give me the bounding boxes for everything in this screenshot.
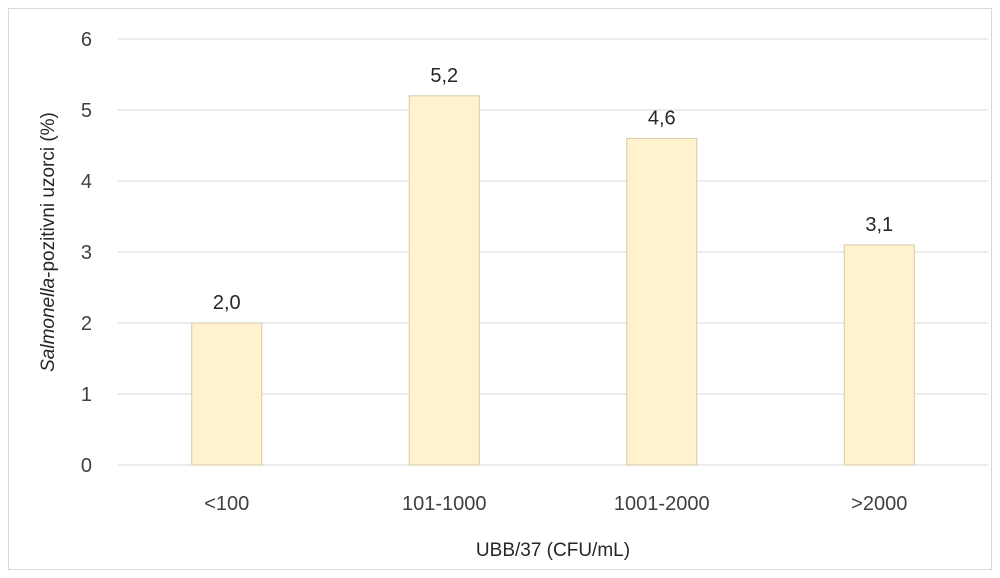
data-labels: 2,0 5,2 4,6 3,1 xyxy=(213,65,893,314)
y-tick-label: 3 xyxy=(81,242,92,264)
x-axis-ticks: <100 101-1000 1001-2000 >2000 xyxy=(204,493,907,515)
bar xyxy=(626,137,698,466)
y-axis-title-italic: Salmonella xyxy=(38,278,59,372)
bar xyxy=(843,244,915,466)
data-label: 4,6 xyxy=(648,107,676,129)
x-tick-label: 1001-2000 xyxy=(614,493,710,515)
x-axis-title: UBB/37 (CFU/mL) xyxy=(476,540,630,561)
x-tick-label: <100 xyxy=(204,493,249,515)
bar xyxy=(408,95,480,466)
gridlines xyxy=(118,38,988,466)
y-axis-title: Salmonella-pozitivni uzorci (%) xyxy=(38,112,59,372)
x-tick-label: >2000 xyxy=(851,493,907,515)
y-tick-label: 6 xyxy=(81,29,92,51)
bar xyxy=(191,322,263,466)
y-axis-title-rest: -pozitivni uzorci (%) xyxy=(38,112,59,278)
y-axis-ticks: 0 1 2 3 4 5 6 xyxy=(81,29,92,477)
y-tick-label: 5 xyxy=(81,100,92,122)
y-tick-label: 1 xyxy=(81,384,92,406)
chart-frame xyxy=(8,8,992,570)
data-label: 5,2 xyxy=(430,65,458,87)
x-tick-label: 101-1000 xyxy=(402,493,487,515)
y-tick-label: 2 xyxy=(81,313,92,335)
bars xyxy=(191,95,915,466)
data-label: 3,1 xyxy=(865,214,893,236)
y-tick-label: 0 xyxy=(81,455,92,477)
y-tick-label: 4 xyxy=(81,171,92,193)
data-label: 2,0 xyxy=(213,292,241,314)
